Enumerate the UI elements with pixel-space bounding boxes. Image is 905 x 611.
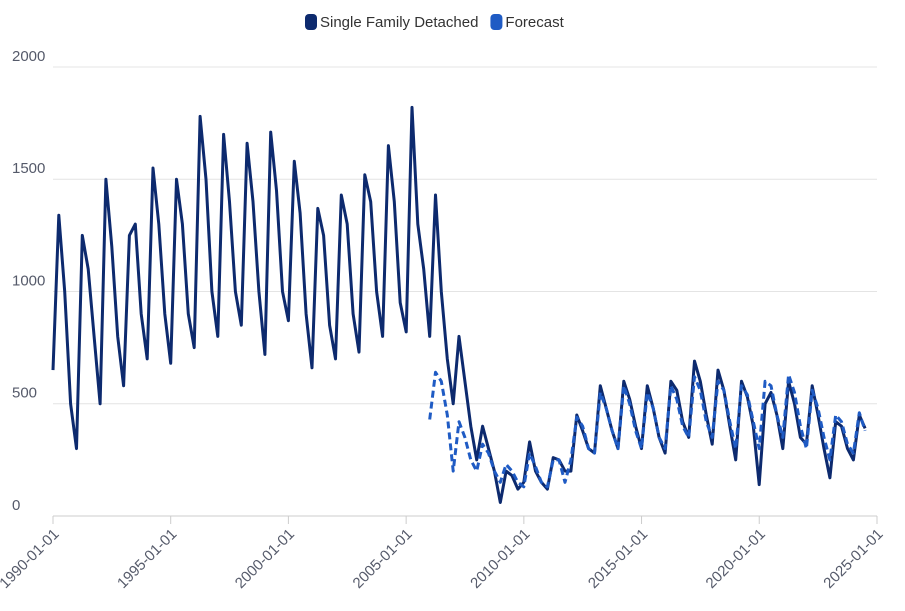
y-tick-label: 500	[12, 385, 37, 402]
x-tick-label: 1995-01-01	[114, 526, 180, 592]
y-tick-label: 2000	[12, 48, 45, 65]
legend-swatch	[305, 14, 317, 30]
x-tick-label: 2000-01-01	[232, 526, 298, 592]
x-tick-label: 1990-01-01	[0, 526, 63, 592]
legend-swatch	[490, 14, 503, 30]
x-tick-label: 2015-01-01	[585, 526, 651, 592]
y-tick-label: 1500	[12, 160, 45, 177]
x-tick-label: 2025-01-01	[820, 526, 886, 592]
series-line	[51, 105, 867, 504]
y-tick-label: 0	[12, 497, 20, 514]
legend-label[interactable]: Single Family Detached	[320, 14, 478, 31]
x-tick-label: 2020-01-01	[703, 526, 769, 592]
x-tick-label: 2010-01-01	[467, 526, 533, 592]
x-tick-label: 2005-01-01	[350, 526, 416, 592]
y-tick-label: 1000	[12, 272, 45, 289]
legend-label[interactable]: Forecast	[505, 14, 564, 31]
